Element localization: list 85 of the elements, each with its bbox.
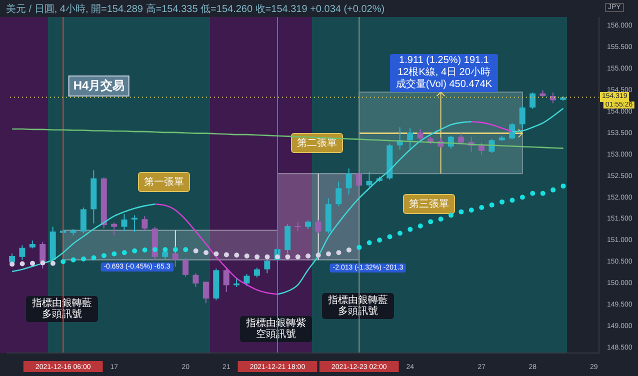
candlestick: [509, 122, 516, 140]
candlestick: [530, 92, 536, 110]
point: [295, 254, 300, 260]
point: [132, 248, 138, 254]
point: [40, 260, 46, 266]
candlestick: [121, 213, 128, 232]
point: [428, 219, 434, 224]
point: [458, 209, 464, 214]
candlestick: [244, 274, 250, 287]
point: [397, 230, 402, 236]
point: [112, 251, 117, 256]
point: [326, 251, 332, 256]
annotation: H4月交易: [73, 78, 125, 94]
candlestick: [458, 132, 464, 145]
point: [316, 252, 321, 258]
point: [101, 253, 106, 258]
candlestick: [111, 222, 118, 236]
point: [152, 247, 158, 252]
candlestick: [346, 168, 352, 196]
point: [224, 252, 229, 258]
candlestick: [519, 105, 526, 129]
candlestick: [417, 128, 424, 142]
candlestick: [9, 252, 15, 266]
candlestick: [315, 219, 322, 234]
point: [60, 259, 66, 264]
point: [264, 254, 270, 260]
point: [377, 238, 382, 243]
point: [91, 255, 96, 260]
point: [306, 254, 311, 259]
candlestick: [264, 259, 270, 274]
annotation: 第三張單: [409, 198, 449, 211]
point: [479, 205, 484, 210]
point: [540, 190, 546, 196]
candlestick: [254, 267, 260, 278]
point: [550, 187, 556, 192]
point: [438, 216, 444, 222]
point: [520, 194, 525, 200]
point: [530, 190, 536, 196]
point: [234, 252, 240, 258]
annotation: 1.911 (1.25%) 191.1 12根K線, 4日 20小時成交量(Vol) 450.474K: [394, 55, 494, 91]
point: [489, 202, 494, 208]
point: [346, 248, 352, 253]
candlestick: [142, 216, 148, 231]
candlestick: [407, 128, 414, 150]
candlestick: [366, 171, 372, 188]
candlestick: [162, 248, 168, 260]
point: [70, 257, 76, 262]
point: [560, 184, 566, 189]
candlestick: [192, 272, 199, 288]
point: [285, 254, 290, 260]
point: [418, 223, 423, 228]
point: [193, 248, 198, 254]
point: [510, 198, 515, 203]
annotation: 第二張單: [297, 137, 337, 150]
point: [408, 226, 413, 232]
point: [500, 199, 505, 204]
candlestick: [19, 244, 26, 260]
point: [387, 234, 392, 240]
point: [254, 254, 260, 260]
candlestick: [336, 181, 342, 207]
point: [366, 240, 372, 246]
point: [356, 244, 362, 250]
candlestick: [80, 207, 86, 234]
point: [122, 250, 127, 256]
point: [162, 247, 168, 252]
point: [10, 262, 15, 267]
point: [30, 260, 36, 266]
candlestick: [202, 281, 209, 304]
candlestick: [40, 241, 46, 269]
point: [81, 256, 86, 262]
point: [244, 254, 250, 259]
point: [214, 251, 219, 256]
annotation: 第一張單: [144, 176, 184, 189]
chart-subtitle: 美元 / 日圓, 4小時, 開=154.289 高=154.335 低=154.260 收=154.319 +0.034 (+0.02%): [6, 2, 385, 16]
point: [448, 212, 454, 218]
point: [336, 250, 342, 256]
point: [142, 248, 148, 253]
candlestick: [182, 258, 189, 278]
point: [172, 247, 178, 252]
point: [20, 261, 25, 266]
point: [183, 247, 188, 252]
point: [50, 260, 56, 266]
candlestick: [223, 268, 230, 293]
point: [204, 250, 209, 256]
point: [468, 208, 474, 213]
